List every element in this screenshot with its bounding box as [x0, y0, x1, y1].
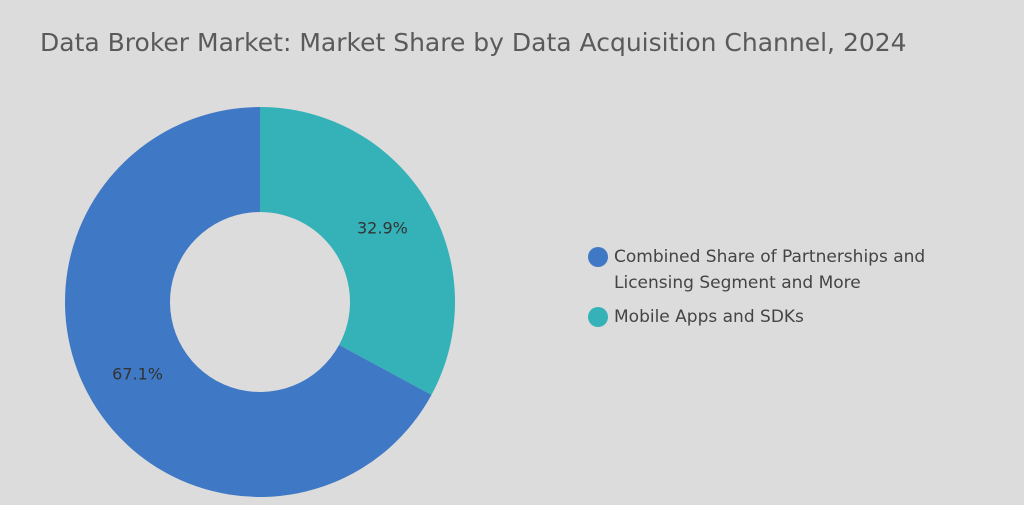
legend-label: Combined Share of Partnerships and Licen…	[614, 247, 926, 293]
legend-marker	[588, 307, 608, 327]
legend-label: Mobile Apps and SDKs	[614, 307, 804, 327]
donut-slice	[260, 107, 455, 395]
legend-marker	[588, 247, 608, 267]
data-label: 67.1%	[112, 364, 163, 383]
chart-title: Data Broker Market: Market Share by Data…	[40, 28, 907, 57]
legend-item: Mobile Apps and SDKs	[588, 304, 958, 330]
data-label: 32.9%	[357, 219, 408, 238]
donut-slice	[65, 107, 432, 497]
legend-item: Combined Share of Partnerships and Licen…	[588, 244, 958, 296]
legend: Combined Share of Partnerships and Licen…	[588, 244, 958, 338]
